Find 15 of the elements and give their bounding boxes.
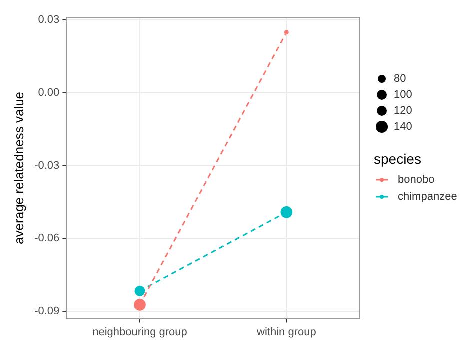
legend-label: 80 [394, 73, 406, 86]
y-axis-title: average relatedness value [11, 92, 26, 244]
legend-label: chimpanzee [398, 190, 458, 202]
y-tick-label: 0.03 [38, 14, 60, 26]
y-tick-label: 0.00 [38, 86, 60, 99]
y-tick-label: -0.03 [34, 160, 60, 172]
legend-label: 140 [394, 121, 412, 134]
legend-title: species [374, 151, 422, 167]
y-tick-label: -0.06 [34, 232, 60, 245]
y-tick-label: -0.09 [34, 306, 60, 318]
x-tick-label: within group [256, 326, 316, 338]
legend-label: 120 [394, 105, 412, 118]
x-tick-label: neighbouring group [92, 326, 188, 338]
legend-label: bonobo [398, 174, 435, 186]
legend-label: 100 [394, 89, 412, 102]
